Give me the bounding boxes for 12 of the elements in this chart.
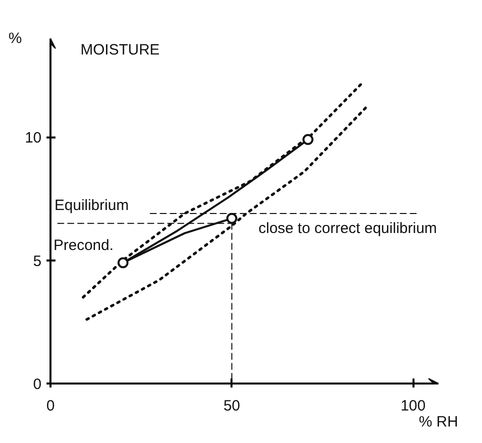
y-tick-label: 10 [24,130,42,147]
x-axis-title: % RH [418,414,458,430]
annotation: Equilibrium [54,197,129,214]
x-tick-label: 50 [223,398,240,414]
y-tick-label: 0 [33,376,42,393]
y-axis-title: % [8,30,22,47]
annotation: Precond. [54,237,114,254]
x-tick-label: 100 [400,398,426,414]
chart-title: MOISTURE [80,42,160,58]
annotation: close to correct equilibrium [258,220,437,237]
x-tick-label: 0 [46,398,55,414]
y-tick-label: 5 [33,252,42,270]
